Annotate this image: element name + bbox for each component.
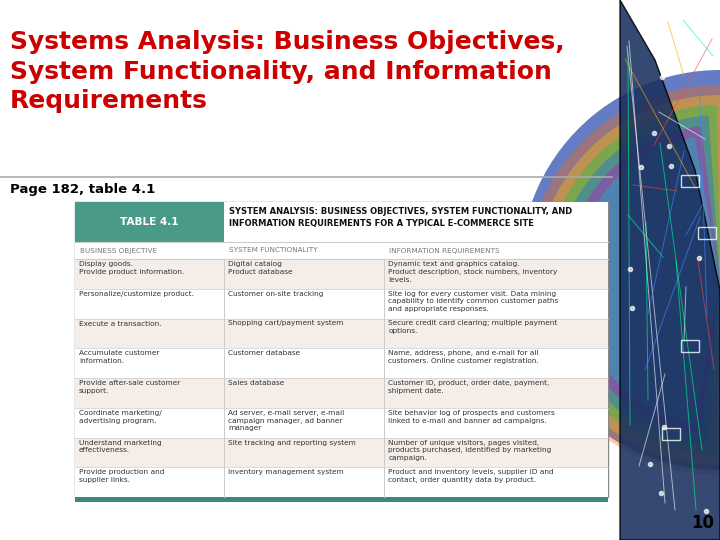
Text: Site tracking and reporting system: Site tracking and reporting system <box>228 440 356 445</box>
Bar <box>681 340 699 352</box>
Text: Page 182, table 4.1: Page 182, table 4.1 <box>10 183 156 196</box>
Text: Shopping cart/payment system: Shopping cart/payment system <box>228 321 343 327</box>
Wedge shape <box>520 70 720 470</box>
Wedge shape <box>535 95 720 465</box>
Text: Sales database: Sales database <box>228 380 284 386</box>
Text: Ad server, e-mail server, e-mail
campaign manager, ad banner
manager: Ad server, e-mail server, e-mail campaig… <box>228 410 344 431</box>
Text: Customer database: Customer database <box>228 350 300 356</box>
Bar <box>681 175 699 187</box>
Bar <box>75 408 608 437</box>
Wedge shape <box>575 137 720 423</box>
Bar <box>698 227 716 239</box>
Bar <box>224 202 608 242</box>
Text: Site log for every customer visit. Data mining
capability to identify common cus: Site log for every customer visit. Data … <box>388 291 559 312</box>
Text: TABLE 4.1: TABLE 4.1 <box>120 217 179 227</box>
Text: Product and inventory levels, supplier ID and
contact, order quantity data by pr: Product and inventory levels, supplier I… <box>388 469 554 483</box>
Text: 10: 10 <box>691 514 714 532</box>
Text: Personalize/customize product.: Personalize/customize product. <box>79 291 194 297</box>
Text: Inventory management system: Inventory management system <box>228 469 344 475</box>
Wedge shape <box>545 105 720 455</box>
Text: Systems Analysis: Business Objectives,
System Functionality, and Information
Req: Systems Analysis: Business Objectives, S… <box>10 30 564 113</box>
Bar <box>662 428 680 440</box>
PathPatch shape <box>620 0 720 540</box>
Text: Dynamic text and graphics catalog.
Product description, stock numbers, inventory: Dynamic text and graphics catalog. Produ… <box>388 261 557 282</box>
Bar <box>75 202 608 497</box>
Bar <box>75 259 608 289</box>
Bar <box>75 319 608 348</box>
Text: Understand marketing
effectiveness.: Understand marketing effectiveness. <box>79 440 161 453</box>
Bar <box>75 497 608 502</box>
Bar <box>75 202 224 242</box>
Text: INFORMATION REQUIREMENTS: INFORMATION REQUIREMENTS <box>389 247 500 253</box>
Text: BUSINESS OBJECTIVE: BUSINESS OBJECTIVE <box>80 247 157 253</box>
Text: SYSTEM FUNCTIONALITY: SYSTEM FUNCTIONALITY <box>229 247 318 253</box>
Text: Execute a transaction.: Execute a transaction. <box>79 321 161 327</box>
Wedge shape <box>555 116 720 444</box>
Bar <box>75 378 608 408</box>
Bar <box>75 467 608 497</box>
Wedge shape <box>565 126 720 434</box>
Text: SYSTEM ANALYSIS: BUSINESS OBJECTIVES, SYSTEM FUNCTIONALITY, AND
INFORMATION REQU: SYSTEM ANALYSIS: BUSINESS OBJECTIVES, SY… <box>229 207 572 228</box>
Text: Digital catalog
Product database: Digital catalog Product database <box>228 261 293 275</box>
Text: Provide production and
supplier links.: Provide production and supplier links. <box>79 469 164 483</box>
Bar <box>75 437 608 467</box>
Text: Provide after-sale customer
support.: Provide after-sale customer support. <box>79 380 180 394</box>
Text: Customer ID, product, order date, payment,
shipment date.: Customer ID, product, order date, paymen… <box>388 380 549 394</box>
Bar <box>75 348 608 378</box>
Wedge shape <box>525 85 720 475</box>
Text: Name, address, phone, and e-mail for all
customers. Online customer registration: Name, address, phone, and e-mail for all… <box>388 350 539 364</box>
Text: Coordinate marketing/
advertising program.: Coordinate marketing/ advertising progra… <box>79 410 162 423</box>
Text: Display goods.
Provide product information.: Display goods. Provide product informati… <box>79 261 184 275</box>
Text: Customer on-site tracking: Customer on-site tracking <box>228 291 323 297</box>
Bar <box>75 242 608 259</box>
Text: Secure credit card clearing; multiple payment
options.: Secure credit card clearing; multiple pa… <box>388 321 557 334</box>
Text: Number of unique visitors, pages visited,
products purchased, identified by mark: Number of unique visitors, pages visited… <box>388 440 552 461</box>
Bar <box>75 289 608 319</box>
Text: Site behavior log of prospects and customers
linked to e-mail and banner ad camp: Site behavior log of prospects and custo… <box>388 410 555 423</box>
Text: Accumulate customer
information.: Accumulate customer information. <box>79 350 159 364</box>
